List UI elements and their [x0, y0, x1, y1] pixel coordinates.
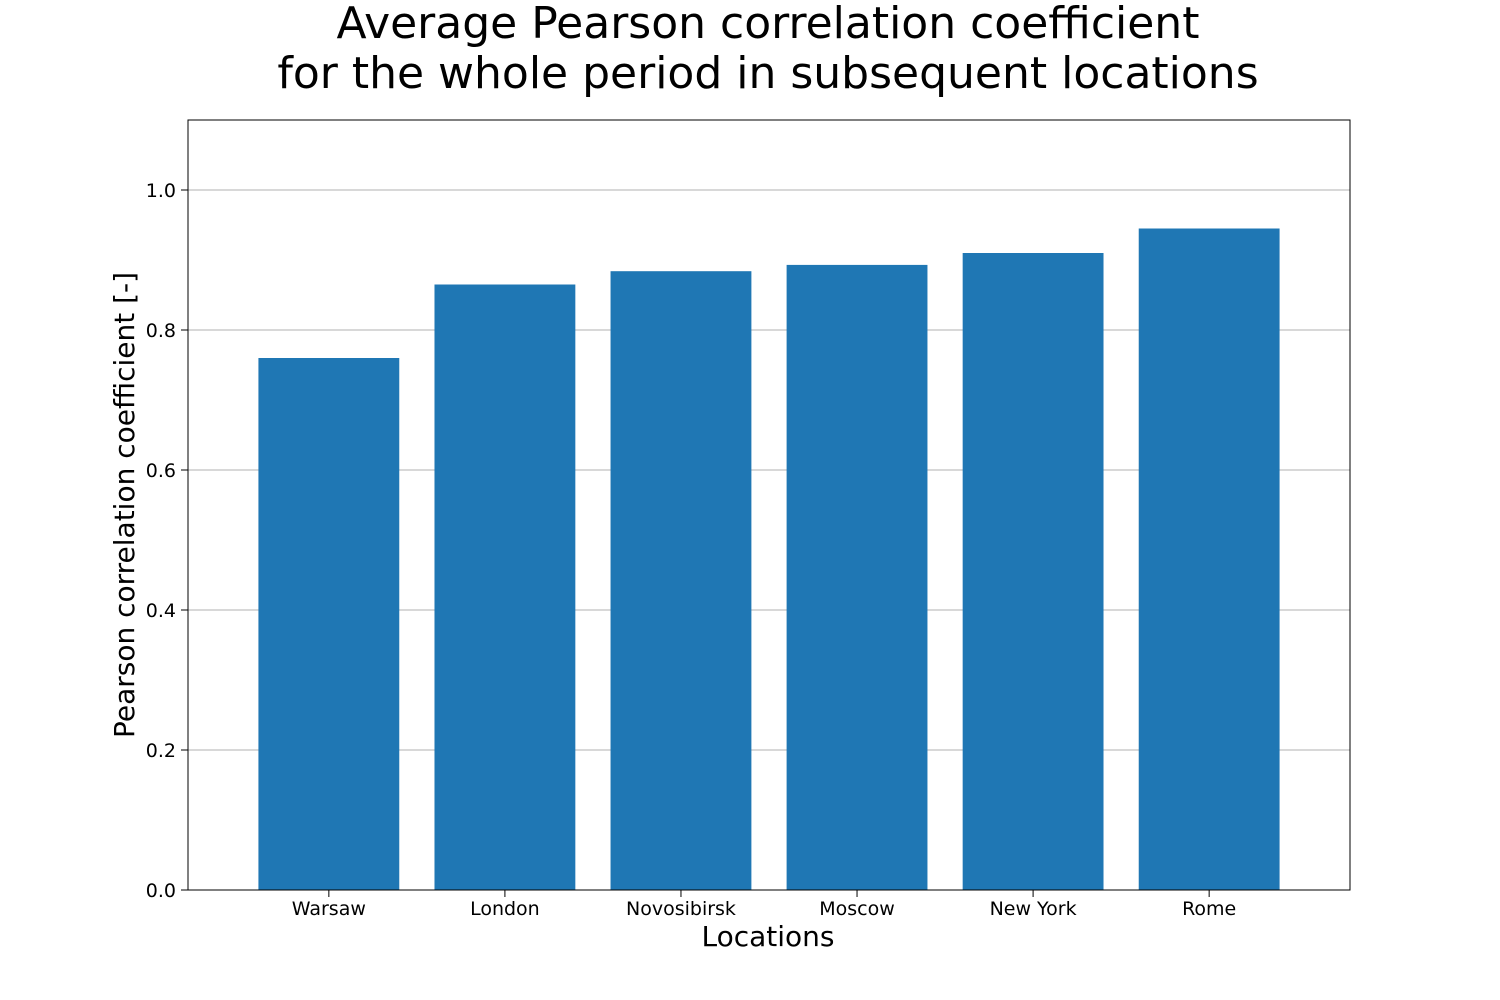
x-tick-label: London [470, 898, 540, 920]
x-tick-label: Rome [1182, 898, 1236, 920]
plot-frame [187, 119, 1351, 891]
bars [258, 228, 1280, 890]
y-tick-label: 0.4 [146, 600, 176, 622]
x-tick-label: Warsaw [292, 898, 366, 920]
chart-title-line-2: for the whole period in subsequent locat… [277, 48, 1258, 99]
bar-london [434, 284, 576, 890]
x-tick-label: Moscow [819, 898, 895, 920]
chart-title-line-1: Average Pearson correlation coefficient [337, 0, 1200, 49]
x-tick-label: Novosibirsk [626, 898, 736, 920]
bar-moscow [786, 264, 928, 890]
y-tick-label: 0.2 [146, 740, 176, 762]
y-tick-label: 1.0 [146, 180, 176, 202]
y-axis-label: Pearson correlation coefficient [-] [108, 272, 141, 738]
bar-warsaw [258, 358, 400, 890]
y-tick-label: 0.8 [146, 320, 176, 342]
y-tick-label: 0.0 [146, 880, 176, 902]
x-tick-label: New York [990, 898, 1077, 920]
bar-rome [1138, 228, 1280, 890]
x-axis-label: Locations [701, 920, 834, 953]
x-axis-ticks: Warsaw London Novosibirsk Moscow New York Rom… [292, 890, 1236, 920]
bar-new-york [962, 253, 1104, 890]
y-tick-label: 0.6 [146, 460, 176, 482]
y-axis-ticks: 0.0 0.2 0.4 0.6 0.8 1.0 [146, 180, 188, 902]
bar-novosibirsk [610, 271, 752, 890]
